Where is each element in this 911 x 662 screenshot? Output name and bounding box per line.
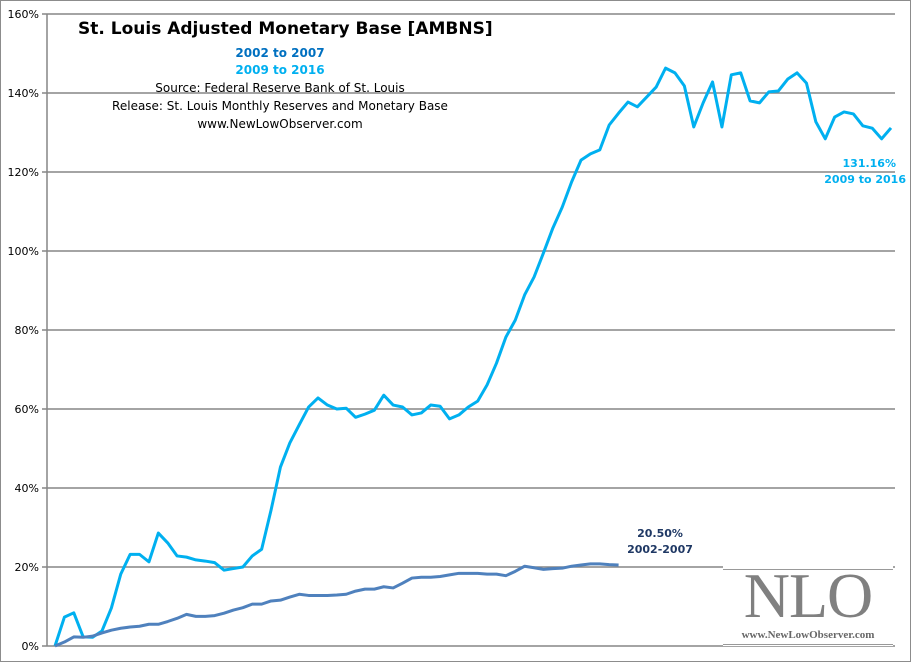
subtitle-2009-2016: 2009 to 2016 [235,63,325,77]
chart-title: St. Louis Adjusted Monetary Base [AMBNS] [78,19,493,39]
end-label-period-2009-2016: 2009 to 2016 [824,173,906,186]
series-line-0 [53,66,893,647]
y-tick-label: 140% [8,87,39,100]
subtitle-2002-2007: 2002 to 2007 [235,46,325,60]
end-label-value-2002-2007: 20.50% [637,527,683,540]
logo-url: www.NewLowObserver.com [741,629,875,641]
y-tick-label: 20% [15,561,39,574]
release-text: Release: St. Louis Monthly Reserves and … [112,99,448,113]
end-label-value-2009-2016: 131.16% [842,157,896,170]
logo-letters: NLO [743,566,874,631]
y-tick-label: 160% [8,8,39,21]
end-label-period-2002-2007: 2002-2007 [627,543,693,556]
y-tick-label: 80% [15,324,39,337]
nlo-logo: NLO www.NewLowObserver.com [723,566,893,646]
y-tick-label: 60% [15,403,39,416]
y-tick-label: 0% [22,640,39,653]
y-tick-label: 40% [15,482,39,495]
y-tick-label: 120% [8,166,39,179]
y-tick-label: 100% [8,245,39,258]
series-line-1 [54,562,619,648]
website-text: www.NewLowObserver.com [197,117,363,131]
source-text: Source: Federal Reserve Bank of St. Loui… [155,81,405,95]
